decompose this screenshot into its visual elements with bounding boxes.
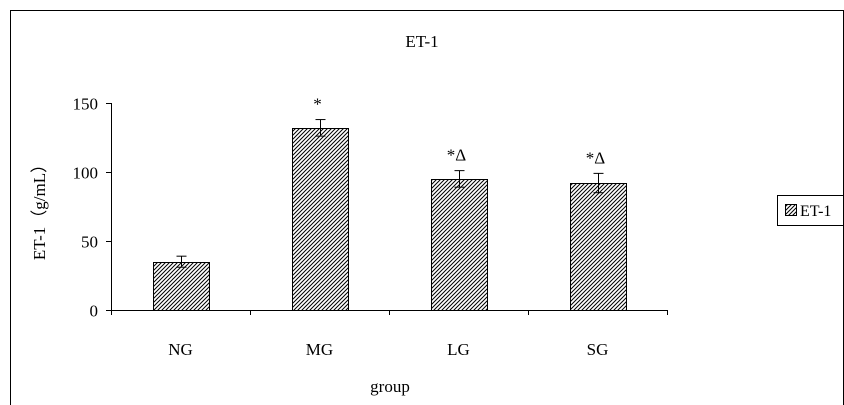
x-tick-label: MG bbox=[306, 340, 333, 359]
x-tick-label: SG bbox=[587, 340, 609, 359]
x-tick-label: LG bbox=[447, 340, 470, 359]
y-tick-label: 100 bbox=[73, 164, 99, 183]
y-tick-label: 0 bbox=[90, 302, 99, 321]
y-tick-label: 50 bbox=[81, 233, 98, 252]
bar bbox=[570, 183, 627, 311]
y-axis-label: ET-1（g/mL） bbox=[30, 156, 49, 260]
significance-label: *Δ bbox=[586, 148, 606, 167]
legend: ET-1 bbox=[777, 195, 844, 226]
bar bbox=[153, 262, 210, 311]
legend-label: ET-1 bbox=[800, 203, 831, 220]
x-tick-label: NG bbox=[168, 340, 193, 359]
x-axis-label: group bbox=[370, 377, 410, 396]
y-tick-label: 150 bbox=[73, 95, 99, 114]
chart-title: ET-1 bbox=[405, 32, 438, 51]
bars: * *Δ *Δ bbox=[153, 95, 627, 311]
significance-label: *Δ bbox=[447, 146, 467, 165]
chart-frame bbox=[10, 10, 844, 405]
legend-swatch bbox=[785, 204, 797, 216]
y-axis: 0 50 100 150 bbox=[73, 95, 112, 321]
bar bbox=[292, 128, 349, 311]
bar bbox=[431, 179, 488, 311]
significance-label: * bbox=[313, 95, 322, 114]
